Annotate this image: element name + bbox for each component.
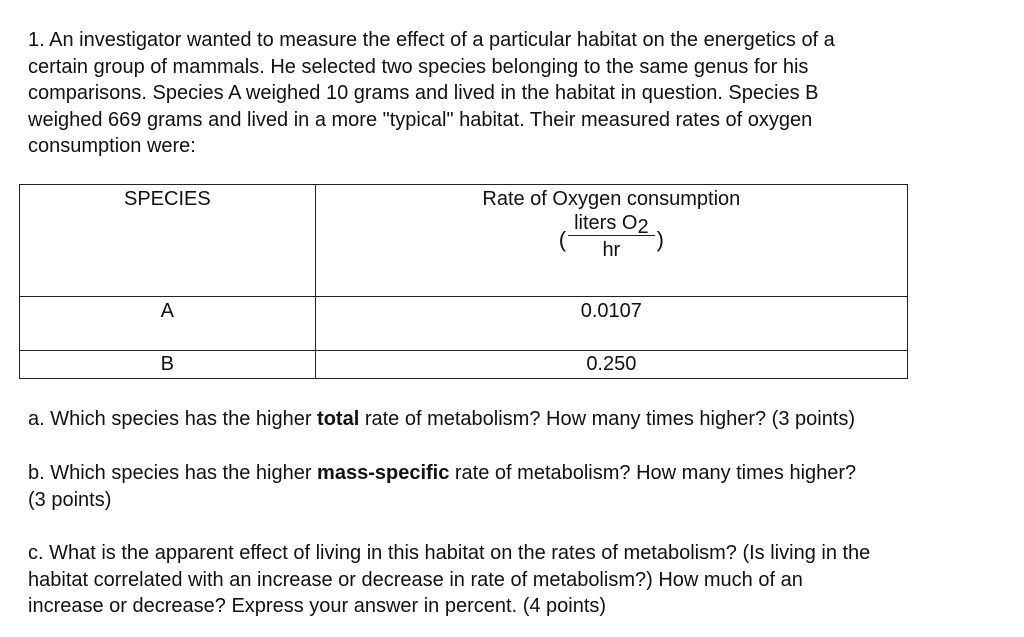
question-b-points: (3 points) <box>28 488 112 511</box>
question-b-prefix: b. Which species has the higher <box>28 462 318 484</box>
species-cell: B <box>19 350 316 379</box>
fraction-numerator: liters O2 <box>568 212 655 238</box>
species-cell: A <box>19 296 316 351</box>
question-a-emphasis: total <box>317 408 360 430</box>
intro-line: certain group of mammals. He selected tw… <box>28 55 809 78</box>
oxygen-consumption-table: SPECIES Rate of Oxygen consumption ( lit… <box>19 184 909 379</box>
question-b-suffix: rate of metabolism? How many times highe… <box>449 462 857 484</box>
question-a: a. Which species has the higher total ra… <box>28 406 1008 433</box>
question-a-prefix: a. Which species has the higher <box>28 408 318 430</box>
intro-line: comparisons. Species A weighed 10 grams … <box>28 82 819 104</box>
table-row: B 0.250 <box>19 350 909 379</box>
species-column-header: SPECIES <box>19 184 316 297</box>
rate-cell: 0.250 <box>314 350 909 379</box>
question-c: c. What is the apparent effect of living… <box>28 540 1008 620</box>
question-a-line: a. Which species has the higher total ra… <box>28 406 1008 433</box>
intro-line: weighed 669 grams and lived in a more "t… <box>28 108 813 131</box>
unit-fraction: ( liters O2 hr ) <box>559 212 664 262</box>
question-a-suffix: rate of metabolism? How many times highe… <box>359 408 856 430</box>
question-c-line: c. What is the apparent effect of living… <box>28 542 871 564</box>
rate-cell: 0.0107 <box>314 296 909 351</box>
question-b: b. Which species has the higher mass-spe… <box>28 460 1008 513</box>
question-b-line: b. Which species has the higher mass-spe… <box>28 460 1008 487</box>
close-paren: ) <box>656 227 664 252</box>
fraction: liters O2 hr <box>568 212 655 262</box>
rate-header-label: Rate of Oxygen consumption <box>482 188 741 210</box>
intro-line: consumption were: <box>28 135 196 157</box>
rate-column-header: Rate of Oxygen consumption ( liters O2 h… <box>314 184 909 297</box>
question-c-line: increase or decrease? Express your answe… <box>28 595 607 617</box>
table-row: A 0.0107 <box>19 296 909 351</box>
numerator-text: liters O <box>574 212 638 234</box>
species-header-label: SPECIES <box>123 188 211 210</box>
intro-line: 1. An investigator wanted to measure the… <box>28 29 835 51</box>
fraction-denominator: hr <box>602 239 621 261</box>
table-header-row: SPECIES Rate of Oxygen consumption ( lit… <box>19 184 909 297</box>
numerator-subscript: 2 <box>637 216 649 238</box>
problem-intro: 1. An investigator wanted to measure the… <box>28 27 988 160</box>
question-c-line: habitat correlated with an increase or d… <box>28 568 803 591</box>
open-paren: ( <box>558 227 567 252</box>
question-b-emphasis: mass-specific <box>317 462 450 484</box>
